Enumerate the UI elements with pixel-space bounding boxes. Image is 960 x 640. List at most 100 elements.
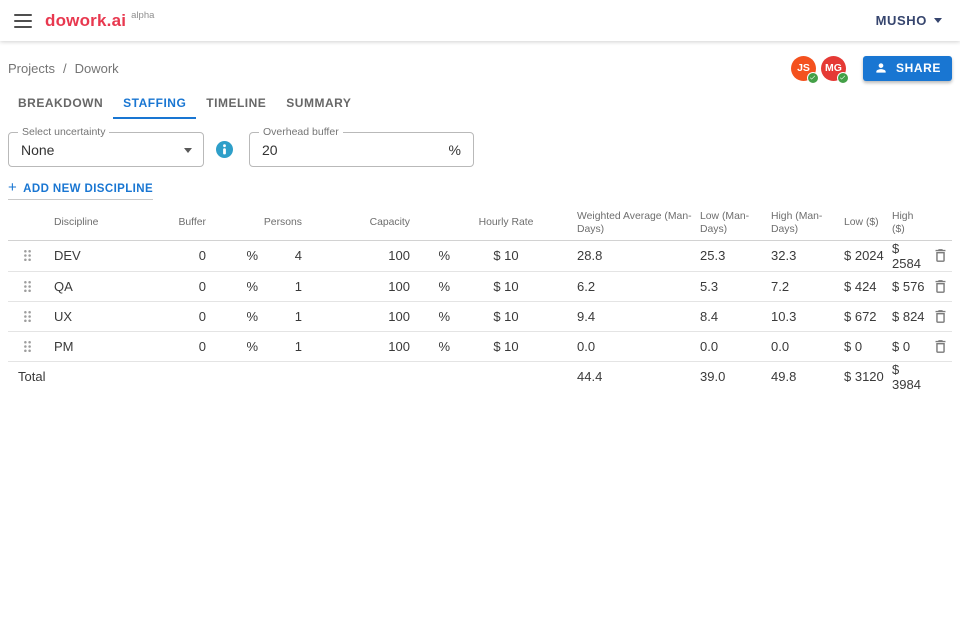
delete-discipline-button[interactable] [928, 332, 952, 361]
hourly-rate-cell[interactable]: $ 10 [458, 240, 554, 271]
staffing-table: Discipline Buffer Persons Capacity Hourl… [8, 207, 952, 392]
uncertainty-select-label: Select uncertainty [18, 126, 109, 139]
low-usd-cell: $ 672 [836, 301, 884, 331]
user-menu-button[interactable]: MUSHO [876, 13, 942, 28]
col-weighted-avg: Weighted Average (Man- Days) [554, 207, 692, 240]
uncertainty-selected-value: None [21, 142, 54, 158]
avatar[interactable]: MG [821, 56, 846, 81]
share-button-label: SHARE [896, 61, 941, 75]
col-persons: Persons [258, 207, 310, 240]
col-buffer: Buffer [138, 207, 206, 240]
high-man-days-cell: 0.0 [763, 331, 836, 361]
percent-sign: % [410, 301, 458, 331]
hourly-rate-cell[interactable]: $ 10 [458, 301, 554, 331]
low-man-days-cell: 5.3 [692, 271, 763, 301]
discipline-cell[interactable]: QA [46, 271, 138, 301]
col-low-usd: Low ($) [836, 207, 884, 240]
app-logo[interactable]: dowork.ai [45, 11, 126, 31]
drag-indicator-icon [19, 338, 36, 355]
breadcrumb-projects-link[interactable]: Projects [8, 61, 55, 76]
tab-breakdown[interactable]: BREAKDOWN [8, 88, 113, 119]
total-high-man-days: 49.8 [763, 361, 836, 392]
total-empty-cell [928, 361, 952, 392]
percent-sign: % [410, 331, 458, 361]
col-delete [928, 207, 952, 240]
percent-sign: % [206, 240, 258, 271]
share-button[interactable]: SHARE [863, 56, 952, 81]
trash-icon [932, 338, 949, 355]
percent-sign: % [206, 271, 258, 301]
hourly-rate-cell[interactable]: $ 10 [458, 271, 554, 301]
drag-handle[interactable] [8, 332, 46, 361]
percent-sign: % [410, 271, 458, 301]
tab-bar: BREAKDOWN STAFFING TIMELINE SUMMARY [0, 88, 960, 119]
col-buffer-pct [206, 207, 258, 240]
table-header: Discipline Buffer Persons Capacity Hourl… [8, 207, 952, 240]
capacity-cell[interactable]: 100 [310, 301, 410, 331]
drag-handle[interactable] [8, 272, 46, 301]
check-icon [809, 74, 816, 81]
weighted-man-days-cell: 28.8 [554, 240, 692, 271]
total-low-man-days: 39.0 [692, 361, 763, 392]
tab-staffing[interactable]: STAFFING [113, 88, 196, 119]
drag-handle[interactable] [8, 302, 46, 331]
tab-summary[interactable]: SUMMARY [276, 88, 361, 119]
col-capacity: Capacity [310, 207, 410, 240]
persons-cell[interactable]: 1 [258, 301, 310, 331]
trash-icon [932, 308, 949, 325]
presence-check-badge [807, 72, 819, 84]
overhead-buffer-label: Overhead buffer [259, 126, 343, 139]
buffer-cell[interactable]: 0 [138, 271, 206, 301]
chevron-down-icon [934, 18, 942, 23]
overhead-buffer-field: Overhead buffer % [249, 132, 474, 167]
table-row: DEV 0 % 4 100 % $ 10 28.8 25.3 32.3 $ 20… [8, 240, 952, 271]
low-usd-cell: $ 0 [836, 331, 884, 361]
buffer-cell[interactable]: 0 [138, 240, 206, 271]
breadcrumb: Projects / Dowork [8, 61, 786, 76]
high-usd-cell: $ 824 [884, 301, 928, 331]
menu-button[interactable] [12, 11, 34, 31]
drag-handle[interactable] [8, 241, 46, 271]
discipline-cell[interactable]: DEV [46, 240, 138, 271]
capacity-cell[interactable]: 100 [310, 331, 410, 361]
info-button[interactable] [216, 141, 233, 158]
delete-discipline-button[interactable] [928, 272, 952, 301]
tab-timeline[interactable]: TIMELINE [196, 88, 276, 119]
total-low-usd: $ 3120 [836, 361, 884, 392]
capacity-cell[interactable]: 100 [310, 240, 410, 271]
discipline-cell[interactable]: PM [46, 331, 138, 361]
controls-row: Select uncertainty None Overhead buffer … [8, 132, 960, 167]
persons-cell[interactable]: 1 [258, 331, 310, 361]
weighted-man-days-cell: 0.0 [554, 331, 692, 361]
uncertainty-select[interactable]: Select uncertainty None [8, 132, 204, 167]
capacity-cell[interactable]: 100 [310, 271, 410, 301]
discipline-cell[interactable]: UX [46, 301, 138, 331]
col-high-usd: High ($) [884, 207, 928, 240]
high-usd-cell: $ 576 [884, 271, 928, 301]
buffer-cell[interactable]: 0 [138, 331, 206, 361]
persons-cell[interactable]: 1 [258, 271, 310, 301]
presence-check-badge [837, 72, 849, 84]
high-usd-cell: $ 0 [884, 331, 928, 361]
alpha-badge: alpha [131, 10, 154, 21]
percent-sign: % [206, 331, 258, 361]
drag-indicator-icon [19, 308, 36, 325]
delete-discipline-button[interactable] [928, 241, 952, 271]
percent-sign: % [410, 240, 458, 271]
col-hourly-rate: Hourly Rate [458, 207, 554, 240]
buffer-cell[interactable]: 0 [138, 301, 206, 331]
avatar[interactable]: JS [791, 56, 816, 81]
persons-cell[interactable]: 4 [258, 240, 310, 271]
drag-indicator-icon [19, 247, 36, 264]
col-drag [8, 207, 46, 240]
hourly-rate-cell[interactable]: $ 10 [458, 331, 554, 361]
trash-icon [932, 278, 949, 295]
high-man-days-cell: 7.2 [763, 271, 836, 301]
table-row: PM 0 % 1 100 % $ 10 0.0 0.0 0.0 $ 0 $ 0 [8, 331, 952, 361]
add-discipline-button[interactable]: + ADD NEW DISCIPLINE [8, 181, 153, 200]
delete-discipline-button[interactable] [928, 302, 952, 331]
top-app-bar: dowork.ai alpha MUSHO [0, 0, 960, 41]
hamburger-icon [14, 14, 32, 28]
breadcrumb-current: Dowork [75, 61, 119, 76]
weighted-man-days-cell: 9.4 [554, 301, 692, 331]
